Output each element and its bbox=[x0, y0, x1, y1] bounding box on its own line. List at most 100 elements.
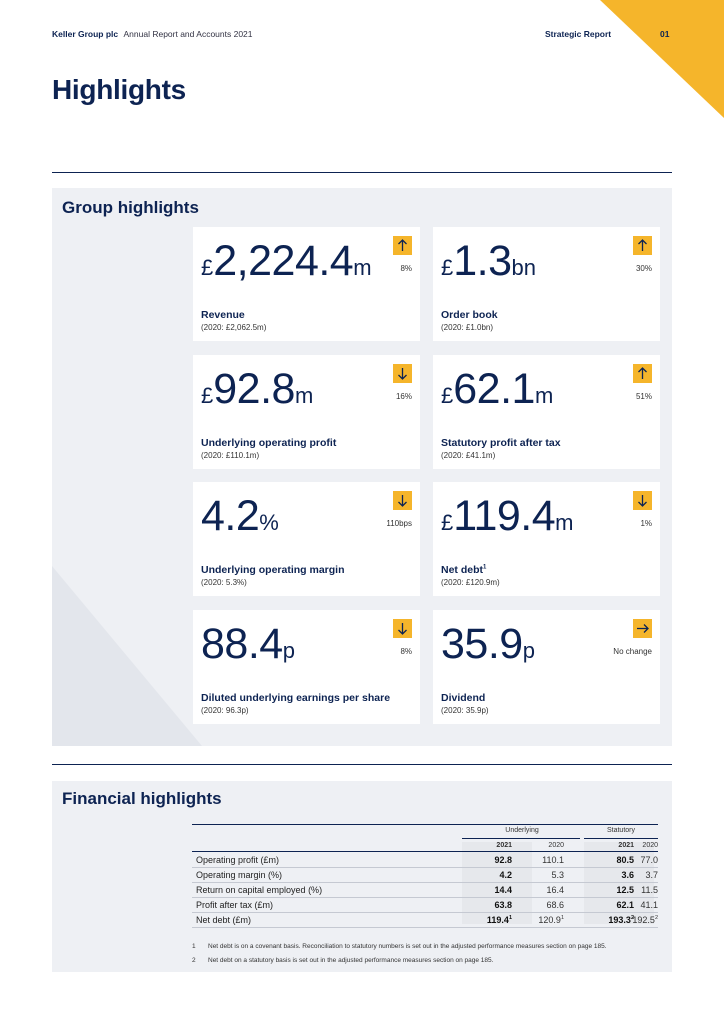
metric-label-text: Net debt bbox=[441, 564, 483, 576]
footnote-number: 2 bbox=[192, 957, 196, 964]
metric-label: Dividend bbox=[441, 692, 485, 704]
metric-number: 119.4 bbox=[453, 492, 556, 540]
cell-value: 14.4 bbox=[462, 885, 512, 895]
cell-value: 62.1 bbox=[584, 900, 634, 910]
metric-number: 88.4 bbox=[201, 620, 283, 668]
cell-value: 119.41 bbox=[462, 915, 512, 925]
cell-number: 120.9 bbox=[538, 915, 561, 925]
cell-number: 14.4 bbox=[494, 885, 512, 895]
cell-number: 77.0 bbox=[640, 855, 658, 865]
cell-value: 4.2 bbox=[462, 870, 512, 880]
year-header: 2020 bbox=[642, 842, 658, 849]
metric-label-text: Dividend bbox=[441, 692, 486, 704]
cell-number: 62.1 bbox=[616, 900, 634, 910]
panel-decoration bbox=[52, 566, 202, 746]
arrow-down-icon bbox=[393, 491, 412, 510]
metric-unit: m bbox=[353, 255, 372, 280]
cell-number: 3.7 bbox=[645, 870, 658, 880]
cell-number: 5.3 bbox=[551, 870, 564, 880]
metric-label: Underlying operating margin bbox=[201, 564, 345, 576]
row-label: Operating profit (£m) bbox=[196, 855, 280, 865]
change-value: No change bbox=[613, 647, 652, 656]
corner-accent bbox=[600, 0, 724, 118]
cell-number: 63.8 bbox=[494, 900, 512, 910]
prior-year-value: (2020: £2,062.5m) bbox=[201, 323, 267, 332]
cell-number: 41.1 bbox=[640, 900, 658, 910]
highlight-card: 35.9p No change Dividend (2020: 35.9p) bbox=[433, 610, 660, 724]
financial-highlights-panel: Financial highlights Underlying Statutory… bbox=[52, 781, 672, 972]
cell-number: 193.3 bbox=[608, 915, 631, 925]
year-header: 2021 bbox=[496, 842, 512, 849]
table-row: Net debt (£m) 119.41 120.91 193.32 192.52 bbox=[192, 913, 658, 928]
metric-unit: % bbox=[259, 510, 279, 535]
highlight-card: £62.1m 51% Statutory profit after tax (2020… bbox=[433, 355, 660, 469]
cell-number: 68.6 bbox=[546, 900, 564, 910]
group-highlights-panel: Group highlights £2,224.4m 8% Revenue (2020… bbox=[52, 188, 672, 746]
table-row: Operating profit (£m) 92.8 110.1 80.5 77.0 bbox=[192, 853, 658, 868]
row-label: Operating margin (%) bbox=[196, 870, 283, 880]
table-row: Return on capital employed (%) 14.4 16.4 12… bbox=[192, 883, 658, 898]
change-value: 51% bbox=[635, 392, 652, 401]
footnote-ref: 1 bbox=[560, 915, 564, 921]
metric-label-text: Underlying operating margin bbox=[201, 564, 345, 576]
cell-number: 3.6 bbox=[621, 870, 634, 880]
cell-value: 3.6 bbox=[584, 870, 634, 880]
metric-label: Revenue bbox=[201, 309, 245, 321]
footnote: 1 Net debt is on a covenant basis. Reconc… bbox=[192, 943, 607, 950]
cell-number: 92.8 bbox=[494, 855, 512, 865]
change-value: 8% bbox=[400, 647, 412, 656]
footnote-ref: 1 bbox=[483, 564, 487, 571]
footnote-ref: 2 bbox=[630, 915, 634, 921]
cell-value: 193.32 bbox=[584, 915, 634, 925]
group-header: Underlying bbox=[505, 827, 539, 834]
cell-number: 110.1 bbox=[542, 855, 564, 865]
year-header: 2021 bbox=[618, 842, 634, 849]
year-header: 2020 bbox=[548, 842, 564, 849]
currency-symbol: £ bbox=[201, 383, 214, 408]
change-value: 30% bbox=[635, 264, 652, 273]
metric-value: £2,224.4m bbox=[201, 237, 372, 286]
highlight-card: £119.4m 1% Net debt1 (2020: £120.9m) bbox=[433, 482, 660, 596]
metric-label: Statutory profit after tax bbox=[441, 437, 561, 449]
cell-value: 11.5 bbox=[608, 885, 658, 895]
metric-unit: m bbox=[555, 510, 574, 535]
currency-symbol: £ bbox=[441, 383, 454, 408]
metric-unit: m bbox=[534, 383, 554, 408]
metric-label-text: Diluted underlying earnings per share bbox=[201, 692, 391, 704]
financial-highlights-title: Financial highlights bbox=[62, 789, 222, 808]
footnote-ref: 2 bbox=[654, 915, 658, 921]
group-highlights-title: Group highlights bbox=[62, 198, 199, 217]
cell-value: 41.1 bbox=[608, 900, 658, 910]
metric-label: Underlying operating profit bbox=[201, 437, 336, 449]
change-value: 110bps bbox=[386, 519, 412, 528]
cell-value: 120.91 bbox=[514, 915, 564, 925]
cell-number: 80.5 bbox=[616, 855, 634, 865]
metric-label-text: Order book bbox=[441, 309, 498, 321]
metric-label-text: Underlying operating profit bbox=[201, 437, 337, 449]
cell-value: 68.6 bbox=[514, 900, 564, 910]
divider bbox=[52, 172, 672, 173]
prior-year-value: (2020: £41.1m) bbox=[441, 451, 496, 460]
footnote-ref: 1 bbox=[508, 915, 512, 921]
footnote-number: 1 bbox=[192, 943, 196, 950]
metric-number: 2,224.4 bbox=[213, 237, 354, 285]
prior-year-value: (2020: £1.0bn) bbox=[441, 323, 494, 332]
metric-number: 1.3 bbox=[453, 237, 512, 285]
metric-unit: m bbox=[294, 383, 314, 408]
company-name: Keller Group plc bbox=[52, 29, 119, 39]
metric-number: 35.9 bbox=[441, 620, 523, 668]
metric-value: 4.2% bbox=[201, 492, 279, 541]
metric-value: 88.4p bbox=[201, 620, 295, 669]
footnote: 2 Net debt on a statutory basis is set ou… bbox=[192, 957, 493, 964]
highlight-card: £2,224.4m 8% Revenue (2020: £2,062.5m) bbox=[193, 227, 420, 341]
row-label: Net debt (£m) bbox=[196, 915, 252, 925]
cell-value: 92.8 bbox=[462, 855, 512, 865]
metric-label: Diluted underlying earnings per share bbox=[201, 692, 390, 704]
prior-year-value: (2020: 5.3%) bbox=[201, 578, 247, 587]
highlight-card: £1.3bn 30% Order book (2020: £1.0bn) bbox=[433, 227, 660, 341]
highlight-column bbox=[462, 842, 532, 924]
arrow-up-icon bbox=[633, 364, 652, 383]
table-row: Operating margin (%) 4.2 5.3 3.6 3.7 bbox=[192, 868, 658, 883]
metric-value: £62.1m bbox=[441, 365, 553, 414]
highlight-card: £92.8m 16% Underlying operating profit (202… bbox=[193, 355, 420, 469]
